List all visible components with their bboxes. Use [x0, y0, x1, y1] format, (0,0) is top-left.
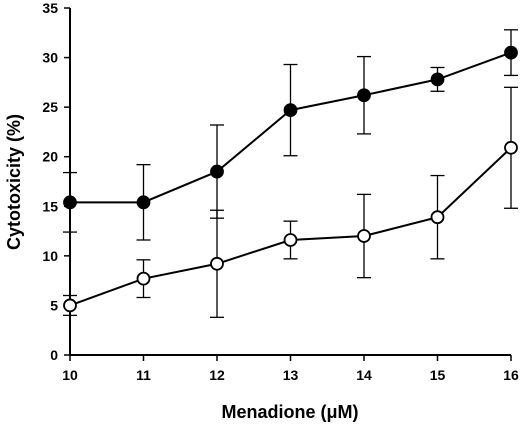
data-point-filled — [210, 164, 224, 179]
x-tick-label: 12 — [209, 367, 225, 383]
data-point-open — [357, 229, 371, 243]
y-tick-label: 30 — [42, 50, 58, 66]
y-tick-label: 5 — [50, 297, 58, 313]
axes — [69, 8, 511, 356]
y-tick-label: 20 — [42, 149, 58, 165]
y-tick-label: 0 — [50, 347, 58, 363]
y-tick-label: 25 — [42, 99, 58, 115]
x-tick-label: 13 — [283, 367, 299, 383]
data-point-filled — [283, 103, 298, 118]
y-axis-title: Cytotoxicity (%) — [4, 114, 24, 250]
data-point-open — [63, 298, 77, 313]
error-bars — [63, 29, 518, 318]
x-tick-label: 14 — [356, 367, 372, 383]
y-tick-label: 10 — [42, 248, 58, 264]
data-point-open — [504, 140, 518, 155]
data-point-open — [283, 233, 298, 247]
x-tick-label: 15 — [430, 367, 446, 383]
data-point-open — [430, 210, 445, 225]
x-tick-label: 11 — [136, 367, 151, 383]
data-point-open — [136, 271, 151, 286]
y-tick-label: 35 — [42, 0, 58, 16]
data-point-filled — [63, 195, 77, 210]
y-ticks: 0 5 10 15 20 25 30 35 — [42, 0, 70, 363]
x-axis-title: Menadione (μM) — [221, 402, 358, 422]
data-markers — [63, 45, 518, 313]
data-point-open — [210, 256, 224, 271]
x-tick-label: 10 — [62, 367, 78, 383]
data-point-filled — [136, 195, 151, 210]
y-tick-label: 15 — [42, 198, 58, 214]
data-point-filled — [430, 72, 445, 87]
x-tick-label: 16 — [503, 367, 519, 383]
data-point-filled — [357, 88, 371, 103]
data-point-filled — [504, 45, 518, 60]
x-ticks: 10 11 12 13 14 15 16 — [62, 355, 519, 383]
